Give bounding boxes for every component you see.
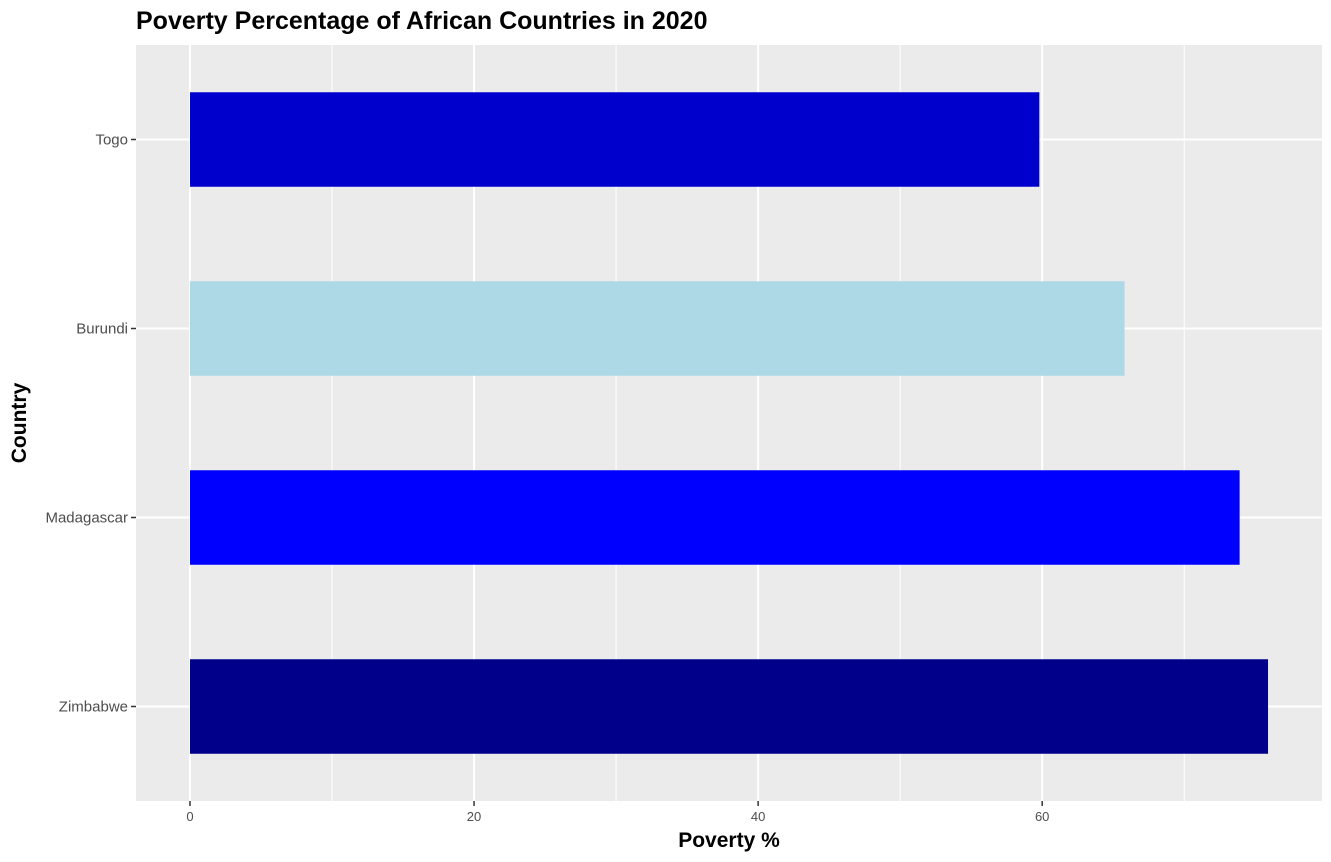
x-tick-label: 60 [1035,809,1049,824]
x-tick-label: 40 [751,809,765,824]
x-tick-label: 0 [186,809,193,824]
y-tick-label: Burundi [76,321,128,338]
bars-group [189,92,1269,754]
bar-burundi [189,281,1125,376]
y-tick-label: Togo [95,132,128,149]
x-axis: 0 20 40 60 [186,801,1049,824]
bar-madagascar [189,470,1240,565]
x-tick-label: 20 [467,809,481,824]
y-axis: Zimbabwe Madagascar Burundi Togo [45,132,136,716]
y-tick-label: Madagascar [45,510,128,527]
bar-togo [189,92,1040,187]
bar-zimbabwe [189,659,1269,754]
y-axis-title: Country [8,382,31,463]
x-axis-title: Poverty % [678,829,780,852]
chart-title: Poverty Percentage of African Countries … [136,7,707,35]
y-tick-label: Zimbabwe [59,699,128,716]
